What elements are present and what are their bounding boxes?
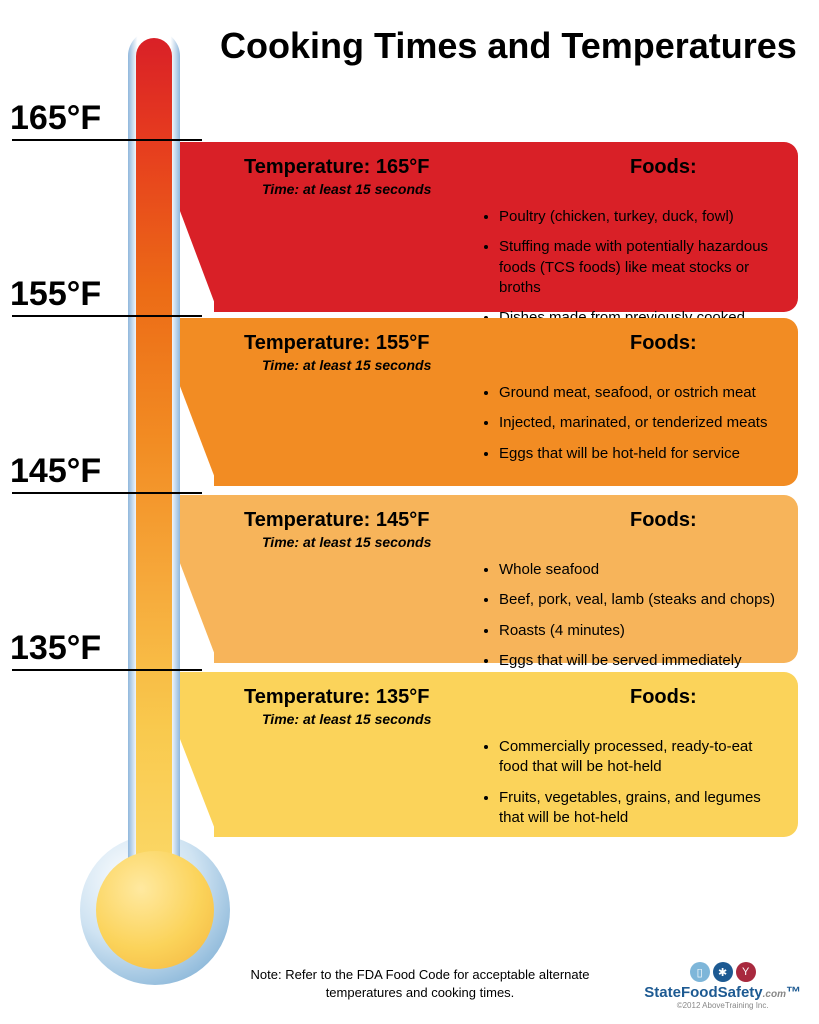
thermometer-tube-fill [136,38,172,878]
logo-board-icon: ▯ [690,962,710,982]
temp-card: Temperature: 155°F Time: at least 15 seco… [178,318,798,486]
foods-list: Ground meat, seafood, or ostrich meat Inj… [479,383,780,464]
card-temp-label: Temperature: 145°F [244,509,570,532]
food-item: Roasts (4 minutes) [499,621,780,641]
food-item: Eggs that will be hot-held for service [499,444,780,464]
tick-label: 145°F [10,452,101,491]
food-item: Commercially processed, ready-to-eat foo… [499,737,780,778]
tick-line [12,315,202,317]
tick-line [12,492,202,494]
card-time-label: Time: at least 15 seconds [244,711,570,727]
card-temp-label: Temperature: 155°F [244,332,570,355]
logo-icons: ▯ ✱ Y [644,962,801,982]
card-connector [178,142,218,312]
card-connector [178,318,218,486]
tick-line [12,139,202,141]
card-temp-label: Temperature: 135°F [244,686,570,709]
food-item: Injected, marinated, or tenderized meats [499,413,780,433]
copyright-text: ©2012 AboveTraining Inc. [644,1001,801,1010]
card-time-label: Time: at least 15 seconds [244,357,570,373]
logo-text: StateFoodSafety.com™ [644,984,801,1001]
logo-utensils-icon: ✱ [713,962,733,982]
card-body: Temperature: 165°F Time: at least 15 seco… [214,142,798,312]
food-item: Fruits, vegetables, grains, and legumes … [499,788,780,829]
footer-note: Note: Refer to the FDA Food Code for acc… [250,966,590,1002]
tick-label: 165°F [10,99,101,138]
foods-list: Whole seafood Beef, pork, veal, lamb (ste… [479,560,780,671]
tick-label: 135°F [10,629,101,668]
card-foods-head: Foods: [630,156,780,197]
page-title: Cooking Times and Temperatures [220,25,797,67]
card-foods-head: Foods: [630,509,780,550]
food-item: Whole seafood [499,560,780,580]
tick-label: 155°F [10,275,101,314]
card-body: Temperature: 155°F Time: at least 15 seco… [214,318,798,486]
logo-glass-icon: Y [736,962,756,982]
logo-main: StateFoodSafety [644,984,762,1001]
temp-card: Temperature: 165°F Time: at least 15 seco… [178,142,798,312]
card-foods-head: Foods: [630,332,780,373]
food-item: Ground meat, seafood, or ostrich meat [499,383,780,403]
card-foods-head: Foods: [630,686,780,727]
card-body: Temperature: 145°F Time: at least 15 seco… [214,495,798,663]
food-item: Beef, pork, veal, lamb (steaks and chops… [499,590,780,610]
footer-logo: ▯ ✱ Y StateFoodSafety.com™ ©2012 AboveTr… [644,962,801,1010]
food-item: Stuffing made with potentially hazardous… [499,237,780,298]
food-item: Poultry (chicken, turkey, duck, fowl) [499,207,780,227]
food-item: Eggs that will be served immediately [499,651,780,671]
card-time-label: Time: at least 15 seconds [244,534,570,550]
temp-card: Temperature: 135°F Time: at least 15 seco… [178,672,798,837]
foods-list: Commercially processed, ready-to-eat foo… [479,737,780,828]
card-time-label: Time: at least 15 seconds [244,181,570,197]
card-connector [178,495,218,663]
card-body: Temperature: 135°F Time: at least 15 seco… [214,672,798,837]
logo-suffix: .com [763,989,786,1000]
thermometer-bulb-fill [96,851,214,969]
card-temp-label: Temperature: 165°F [244,156,570,179]
temp-card: Temperature: 145°F Time: at least 15 seco… [178,495,798,663]
tick-line [12,669,202,671]
card-connector [178,672,218,837]
